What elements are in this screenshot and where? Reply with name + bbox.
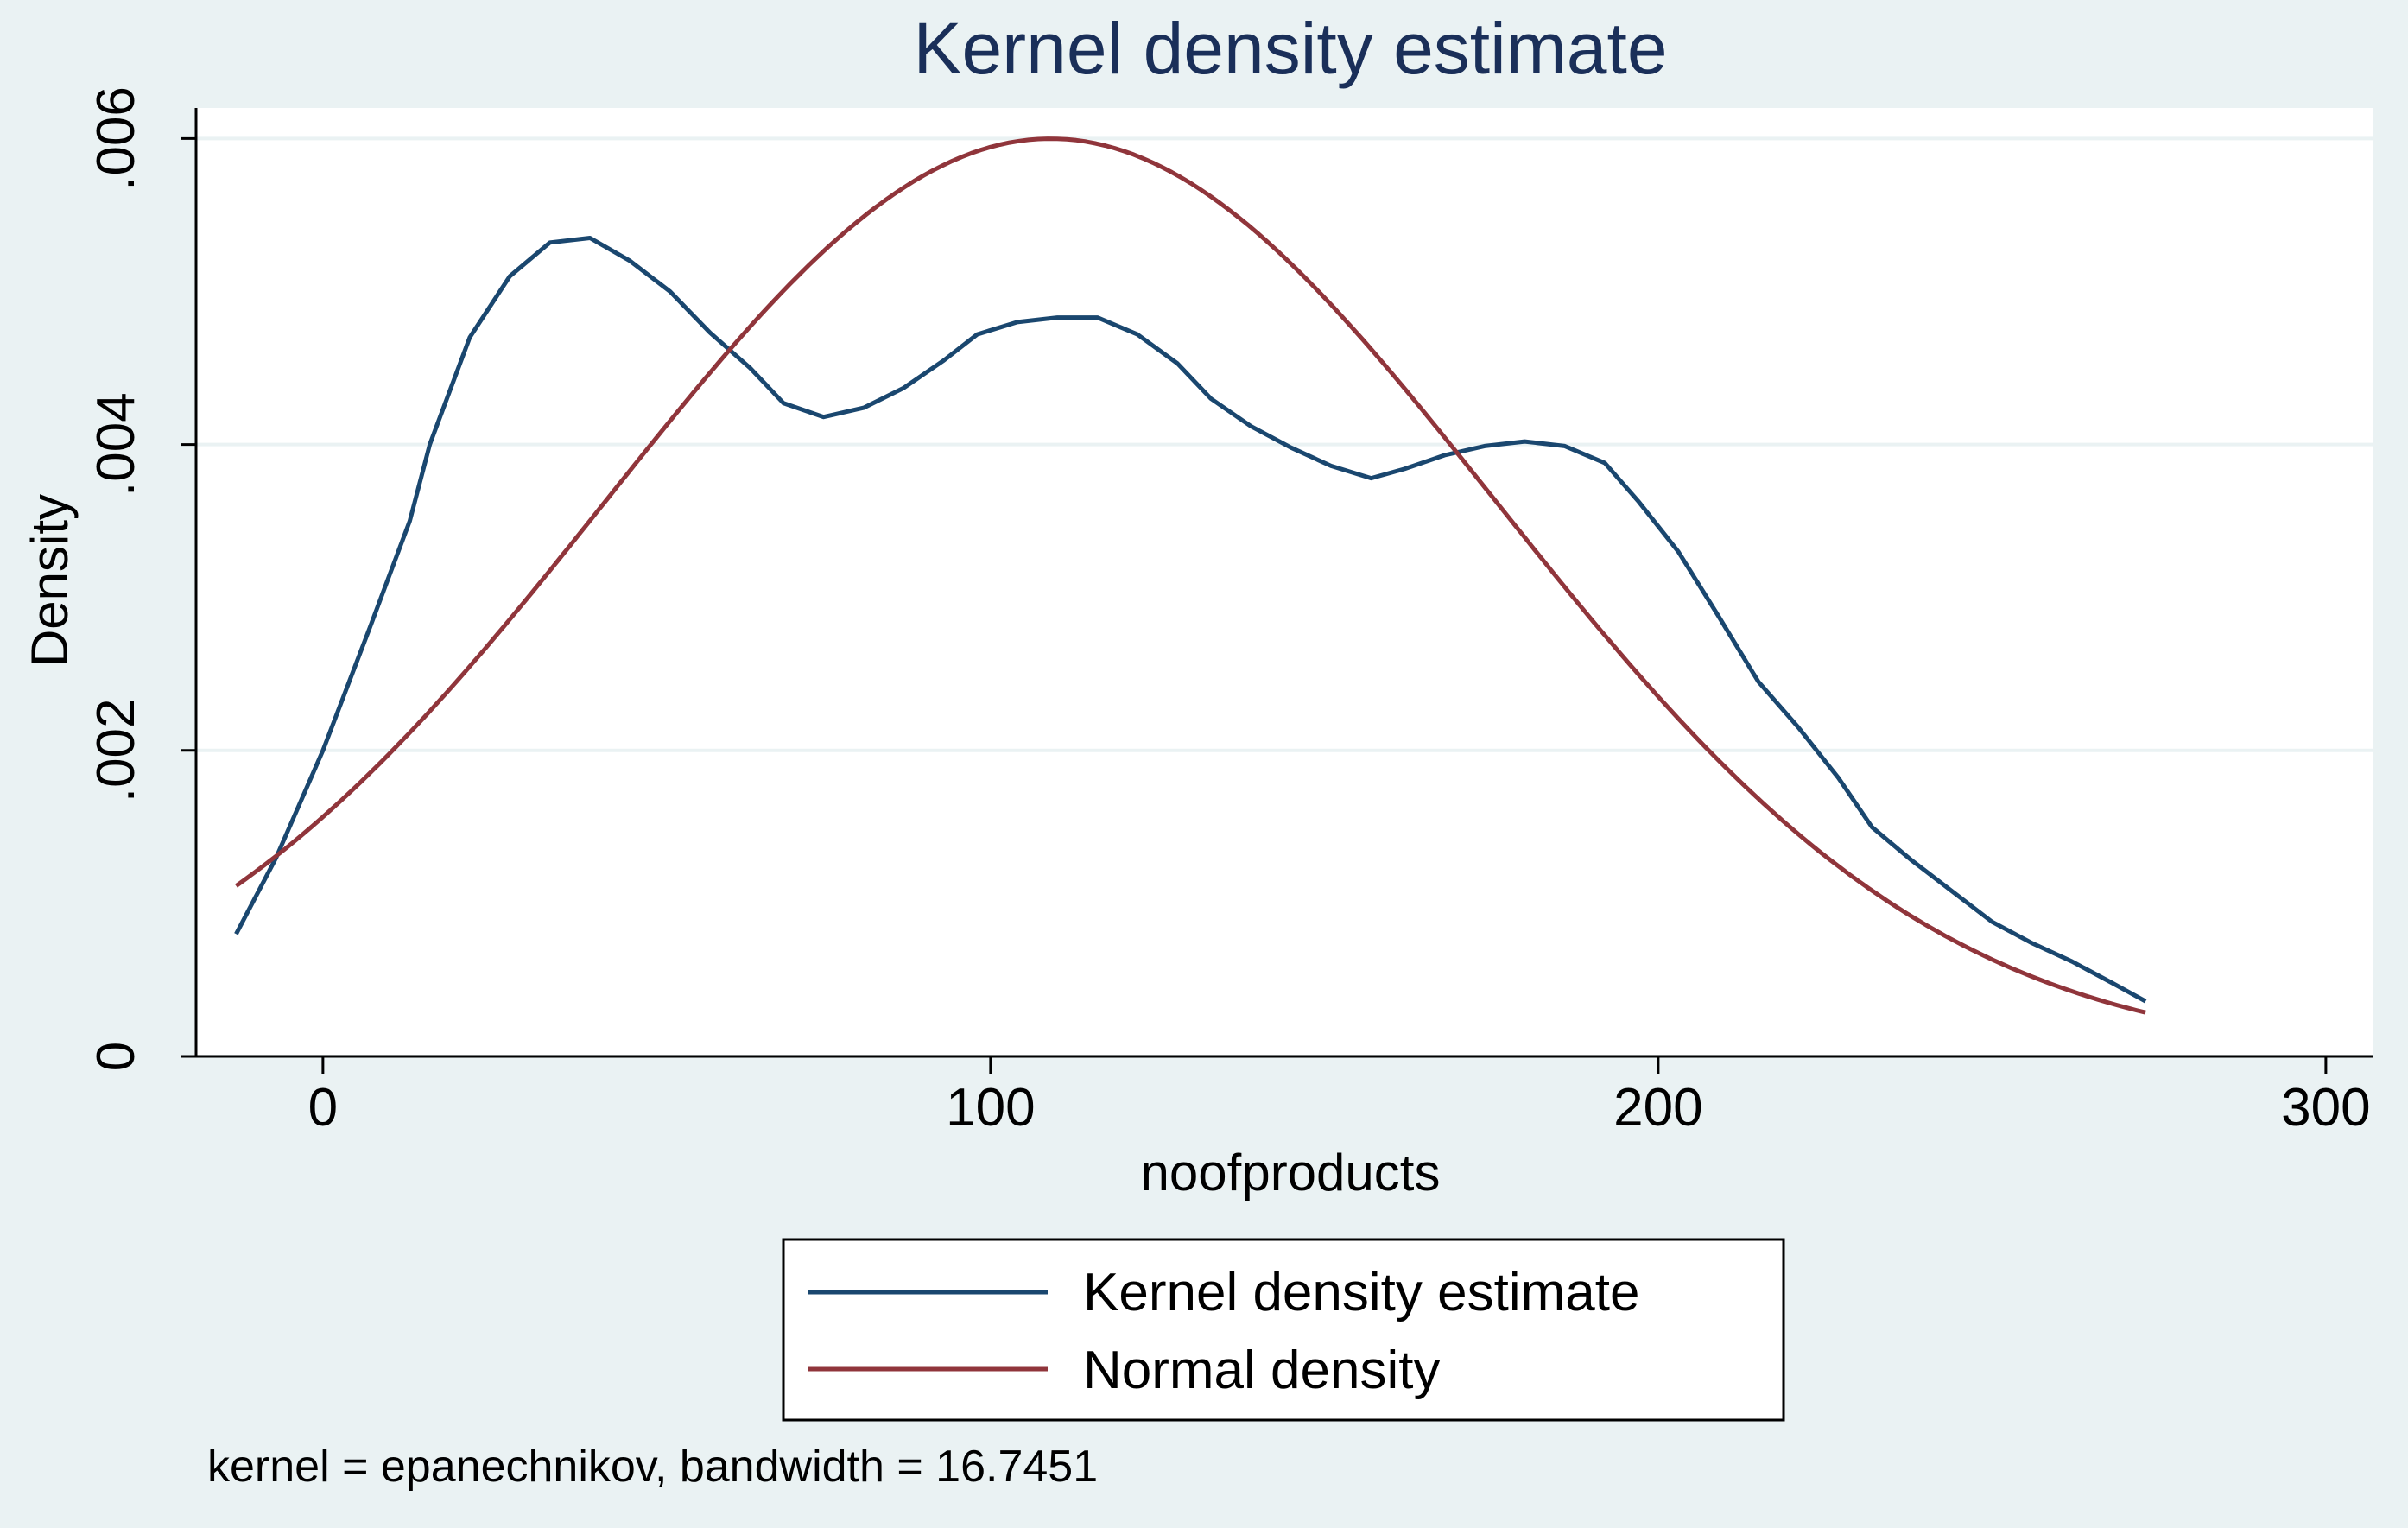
plot-area bbox=[196, 108, 2373, 1056]
y-axis-label: Density bbox=[21, 494, 79, 667]
series-line-normal-density bbox=[234, 136, 2146, 1015]
series-line-kernel-density bbox=[234, 236, 2147, 1004]
y-axis-ticks: 0 .002 .004 .006 bbox=[86, 86, 196, 1071]
x-tick-label: 300 bbox=[2281, 1078, 2370, 1138]
y-tick-label: .006 bbox=[86, 86, 146, 191]
series-lines bbox=[234, 136, 2147, 1015]
y-tick-label: 0 bbox=[86, 1042, 146, 1071]
legend-box bbox=[782, 1238, 1785, 1422]
legend-label-kernel: Kernel density estimate bbox=[1083, 1263, 1639, 1322]
y-tick-label: .004 bbox=[86, 392, 146, 497]
chart-note: kernel = epanechnikov, bandwidth = 16.74… bbox=[207, 1442, 1098, 1492]
chart-title: Kernel density estimate bbox=[913, 8, 1667, 89]
x-tick-label: 0 bbox=[308, 1078, 338, 1138]
x-tick-label: 200 bbox=[1613, 1078, 1702, 1138]
x-axis-ticks: 0 100 200 300 bbox=[308, 1056, 2371, 1138]
x-tick-label: 100 bbox=[946, 1078, 1035, 1138]
legend: Kernel density estimate Normal density bbox=[782, 1238, 1785, 1422]
y-tick-label: .002 bbox=[86, 698, 146, 802]
legend-label-normal: Normal density bbox=[1083, 1341, 1440, 1400]
x-axis-label: noofproducts bbox=[1141, 1144, 1441, 1201]
